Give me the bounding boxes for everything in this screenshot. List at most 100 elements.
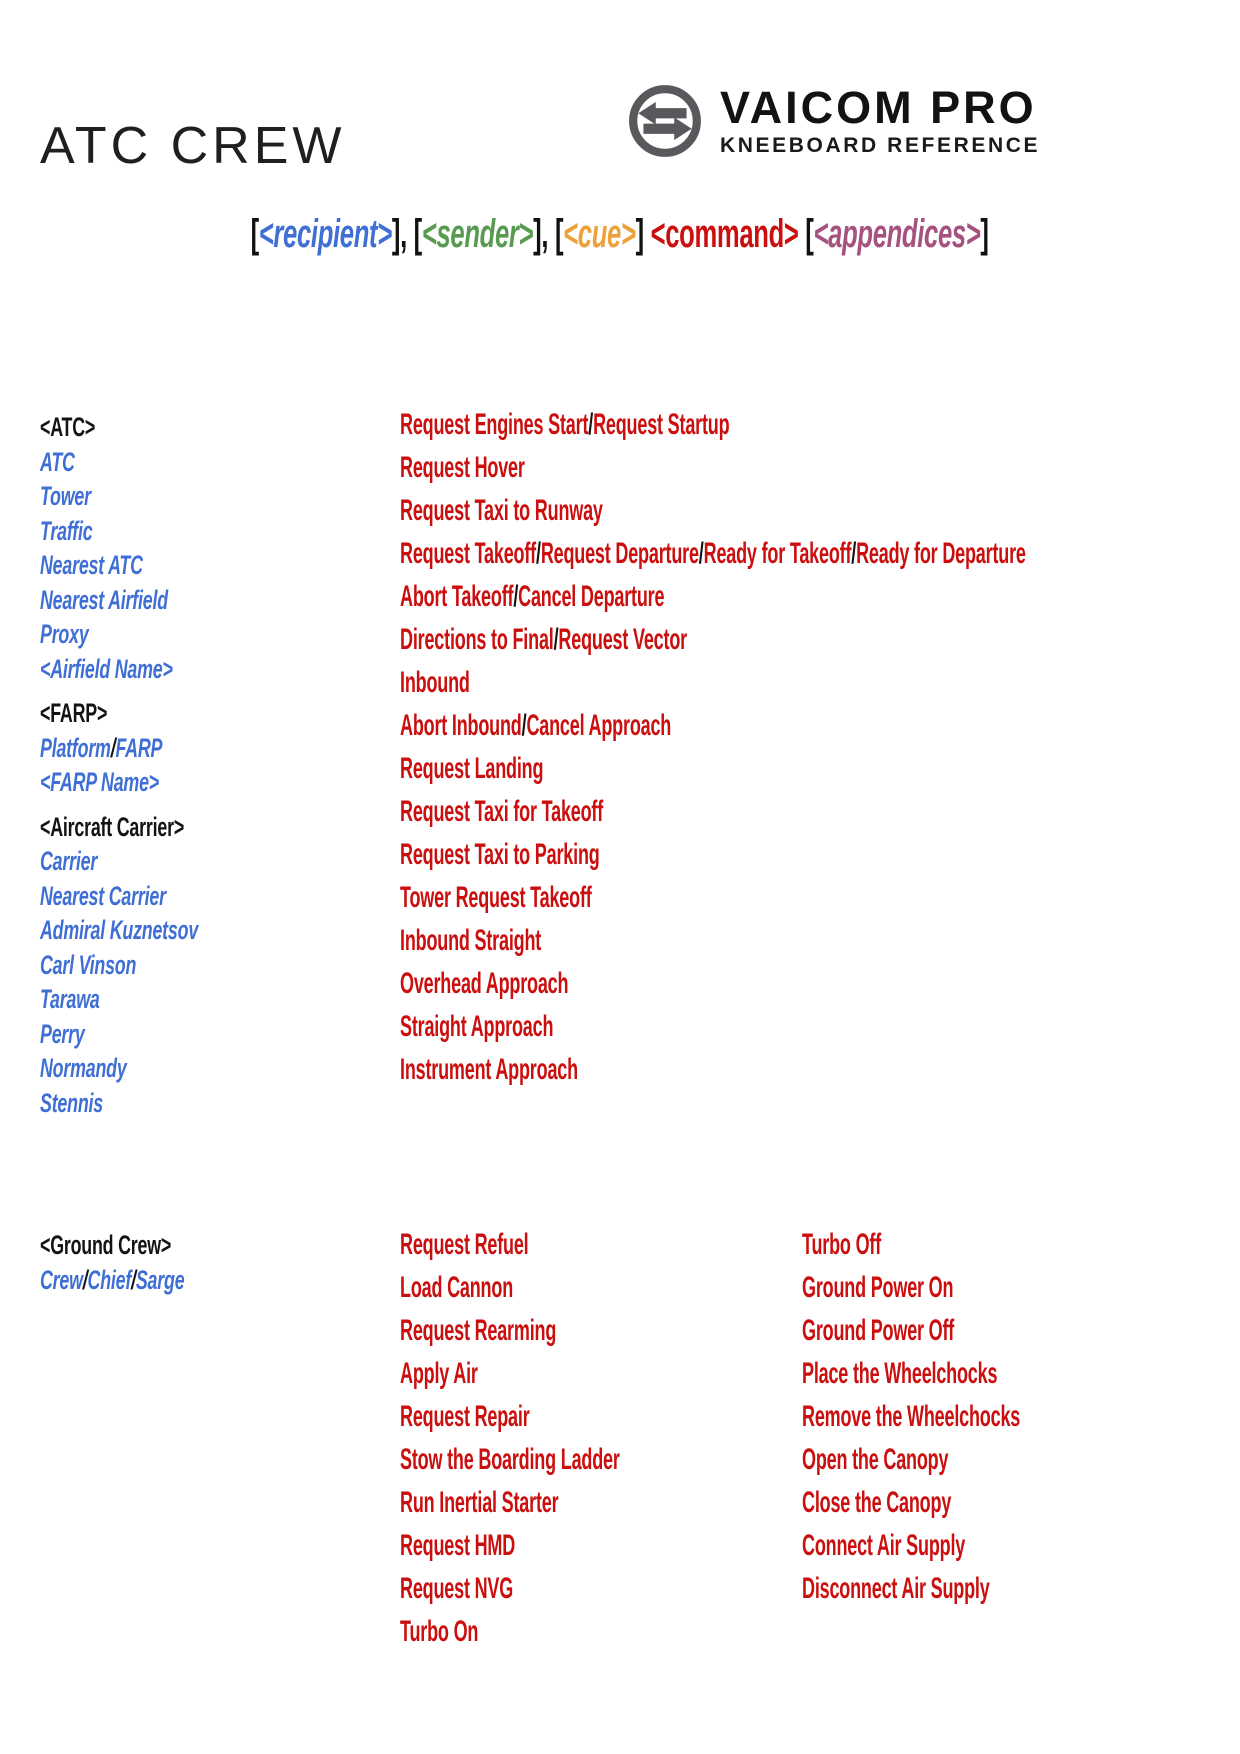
option-text: Abort Takeoff <box>400 580 514 613</box>
command-item: Request Hover <box>400 446 820 489</box>
option-text: Request Hover <box>400 451 525 484</box>
recipient-item: Proxy <box>40 617 258 652</box>
option-text: Inbound <box>400 666 470 699</box>
option-text: Remove the Wheelchocks <box>802 1400 1021 1433</box>
option-text: Nearest Airfield <box>40 584 168 615</box>
option-text: Traffic <box>40 515 93 546</box>
command-item: Open the Canopy <box>802 1438 1030 1481</box>
command-item: Request Refuel <box>400 1223 628 1266</box>
command-item: Request Takeoff/Request Departure/Ready … <box>400 532 1026 575</box>
command-item: Apply Air <box>400 1352 628 1395</box>
brand-subtitle: KNEEBOARD REFERENCE <box>720 133 1041 157</box>
syntax-part-blk: ] <box>635 212 651 256</box>
option-text: Instrument Approach <box>400 1053 578 1086</box>
recipient-item: Perry <box>40 1017 258 1052</box>
command-item: Ground Power On <box>802 1266 1030 1309</box>
option-text: Ground Power Off <box>802 1314 955 1347</box>
option-text: <FARP Name> <box>40 767 159 797</box>
syntax-part-cue: <cue> <box>563 212 637 256</box>
option-text: Directions to Final <box>400 623 554 656</box>
command-item: Stow the Boarding Ladder <box>400 1438 628 1481</box>
option-text: Straight Approach <box>400 1010 554 1043</box>
option-text: <Airfield Name> <box>40 653 173 684</box>
command-item: Request Landing <box>400 747 820 790</box>
recipient-item: Tarawa <box>40 982 258 1017</box>
command-item: Request NVG <box>400 1567 628 1610</box>
command-item: Close the Canopy <box>802 1481 1030 1524</box>
option-text: ATC <box>40 446 75 477</box>
option-text: Tower <box>40 481 91 511</box>
option-text: Tower Request Takeoff <box>400 881 592 914</box>
option-text: FARP <box>115 732 163 763</box>
command-item: Run Inertial Starter <box>400 1481 628 1524</box>
command-item: Turbo On <box>400 1610 628 1653</box>
recipient-item: Nearest Airfield <box>40 583 258 618</box>
recipient-group-header: <Aircraft Carrier> <box>40 811 185 842</box>
command-item: Overhead Approach <box>400 962 820 1005</box>
atc-recipients-column: <ATC> ATC Tower Traffic Nearest ATC Nearest A… <box>40 410 370 1120</box>
recipient-item: Crew/Chief/Sarge <box>40 1263 258 1298</box>
syntax-part-blk: [ <box>798 212 815 256</box>
option-text: Ground Power On <box>802 1271 954 1304</box>
recipient-item: Normandy <box>40 1051 258 1086</box>
syntax-part-blk: ], [ <box>392 212 423 256</box>
option-text: Request Startup <box>593 408 730 441</box>
option-text: Admiral Kuznetsov <box>40 915 199 945</box>
recipient-item: <Airfield Name> <box>40 652 258 687</box>
option-text: Place the Wheelchocks <box>802 1357 998 1390</box>
command-item: Request Engines Start/Request Startup <box>400 403 820 446</box>
recipient-group-header: <Ground Crew> <box>40 1230 172 1260</box>
command-item: Ground Power Off <box>802 1309 1030 1352</box>
option-text: Request HMD <box>400 1529 516 1562</box>
slash-separator: / <box>535 537 541 570</box>
recipient-item: Traffic <box>40 514 258 549</box>
recipient-group-header: <ATC> <box>40 412 96 442</box>
command-item: Abort Takeoff/Cancel Departure <box>400 575 820 618</box>
option-text: Overhead Approach <box>400 967 569 1000</box>
ground-crew-commands-column-2: Turbo Off Ground Power On Ground Power Off… <box>802 1223 1182 1610</box>
option-text: Crew <box>40 1264 83 1295</box>
slash-separator: / <box>110 732 116 763</box>
option-text: Disconnect Air Supply <box>802 1572 990 1605</box>
command-item: Directions to Final/Request Vector <box>400 618 820 661</box>
option-text: Request Rearming <box>400 1314 557 1347</box>
option-text: Turbo On <box>400 1615 479 1648</box>
syntax-part-recipient: <recipient> <box>259 212 393 256</box>
recipient-item: Tower <box>40 479 258 514</box>
slash-separator: / <box>82 1264 88 1295</box>
option-text: Platform <box>40 732 111 763</box>
command-item: Tower Request Takeoff <box>400 876 820 919</box>
option-text: Cancel Departure <box>518 580 665 613</box>
command-item: Request Taxi to Parking <box>400 833 820 876</box>
recipient-item: Nearest Carrier <box>40 879 258 914</box>
option-text: Request Vector <box>558 623 687 656</box>
option-text: Nearest Carrier <box>40 880 166 911</box>
option-text: Tarawa <box>40 984 100 1014</box>
command-item: Inbound Straight <box>400 919 820 962</box>
option-text: Close the Canopy <box>802 1486 952 1519</box>
syntax-part-blk: ] <box>980 212 990 256</box>
option-text: Request Takeoff <box>400 537 536 570</box>
option-text: Perry <box>40 1018 85 1049</box>
page-title: ATC CREW <box>40 117 346 175</box>
command-item: Disconnect Air Supply <box>802 1567 1030 1610</box>
command-item: Request Repair <box>400 1395 628 1438</box>
recipient-item: Admiral Kuznetsov <box>40 913 258 948</box>
recipient-item: Platform/FARP <box>40 731 258 766</box>
slash-separator: / <box>521 709 527 742</box>
ground-crew-commands-column-1: Request Refuel Load Cannon Request Rearmin… <box>400 1223 780 1653</box>
recipient-item: <FARP Name> <box>40 765 258 800</box>
command-item: Abort Inbound/Cancel Approach <box>400 704 820 747</box>
command-item: Instrument Approach <box>400 1048 820 1091</box>
transfer-arrows-icon <box>629 85 701 157</box>
option-text: Request Refuel <box>400 1228 529 1261</box>
command-item: Request HMD <box>400 1524 628 1567</box>
option-text: Inbound Straight <box>400 924 542 957</box>
option-text: Cancel Approach <box>526 709 672 742</box>
option-text: Request Taxi to Runway <box>400 494 603 527</box>
option-text: Request Engines Start <box>400 408 589 441</box>
option-text: Request Taxi for Takeoff <box>400 795 604 828</box>
recipient-item: Carl Vinson <box>40 948 258 983</box>
option-text: Apply Air <box>400 1357 478 1390</box>
